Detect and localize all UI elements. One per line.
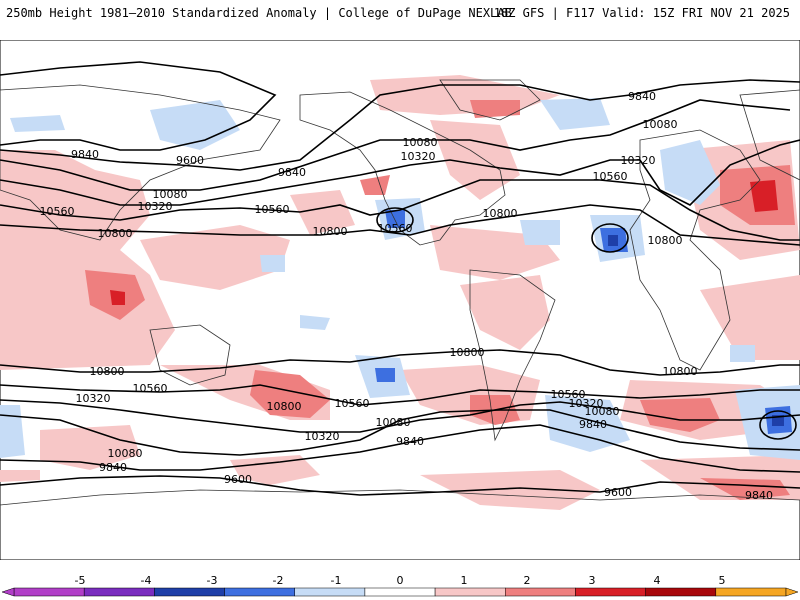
contour-10800-sh xyxy=(0,349,800,376)
colorbar-tick: 4 xyxy=(654,574,661,587)
europe-africa-outline xyxy=(629,129,761,371)
colorbar-cell xyxy=(83,587,155,597)
closed-low-atlantic xyxy=(591,223,629,253)
colorbar-cell xyxy=(154,587,225,597)
colorbar-extend-arrow xyxy=(785,587,799,597)
closed-low-sh-indian xyxy=(759,410,797,440)
colorbar-tick: -2 xyxy=(273,574,284,587)
colorbar-cell xyxy=(715,587,787,597)
contour-label: 10560 xyxy=(378,222,413,235)
contour-label: 10560 xyxy=(255,203,290,216)
contour-label: 10080 xyxy=(376,416,411,429)
contour-label: 10560 xyxy=(551,388,586,401)
contour-label: 10800 xyxy=(98,227,133,240)
north-america-outline xyxy=(299,91,506,246)
colorbar-tick: -3 xyxy=(207,574,218,587)
colorbar-cell xyxy=(645,587,717,597)
contour-10320-sh xyxy=(0,399,800,433)
closed-low-nh-pacific xyxy=(376,207,414,233)
contour-label: 10800 xyxy=(663,365,698,378)
contour-9600-nh xyxy=(0,61,277,151)
contour-label: 10560 xyxy=(593,170,628,183)
contour-10080-sh xyxy=(0,409,800,456)
colorbar-cell xyxy=(13,587,85,597)
contour-label: 10080 xyxy=(153,188,188,201)
colorbar: -5 -4 -3 -2 -1 0 1 2 3 4 5 xyxy=(1,574,799,597)
coastlines xyxy=(0,79,800,506)
height-contours xyxy=(0,61,800,496)
positive-anomaly-strong xyxy=(110,180,778,305)
greenland-outline xyxy=(439,79,541,121)
contour-9600-sh xyxy=(0,475,800,496)
contour-label: 10800 xyxy=(483,207,518,220)
contour-label: 10800 xyxy=(313,225,348,238)
colorbar-cell xyxy=(364,587,436,597)
contour-9840-nh xyxy=(0,79,800,171)
contour-10320-nh xyxy=(0,139,800,206)
colorbar-cell xyxy=(224,587,295,597)
contour-10560-sh xyxy=(0,384,800,406)
contour-label: 10800 xyxy=(450,346,485,359)
contour-label: 10800 xyxy=(648,234,683,247)
contour-label: 10080 xyxy=(108,447,143,460)
colorbar-cell xyxy=(505,587,576,597)
colorbar-ticks: -5 -4 -3 -2 -1 0 1 2 3 4 5 xyxy=(75,574,726,587)
contour-label: 9600 xyxy=(176,154,204,167)
contour-10560-nh xyxy=(0,179,800,241)
contour-label: 9600 xyxy=(604,486,632,499)
contour-label: 10560 xyxy=(40,205,75,218)
colorbar-tick: -4 xyxy=(141,574,152,587)
contour-label: 10800 xyxy=(90,365,125,378)
contour-label: 10080 xyxy=(585,405,620,418)
contour-label: 10080 xyxy=(403,136,438,149)
colorbar-cell xyxy=(575,587,646,597)
contour-label: 10320 xyxy=(569,397,604,410)
contour-9840-sh xyxy=(0,424,800,473)
colorbar-tick: 1 xyxy=(461,574,468,587)
australia-outline xyxy=(149,324,231,386)
south-america-outline xyxy=(469,269,556,442)
contour-label: 10560 xyxy=(133,382,168,395)
anomaly-map: 9840 9600 10080 10320 10560 10800 9840 1… xyxy=(0,40,800,560)
contour-label: 9840 xyxy=(278,166,306,179)
contour-label: 10080 xyxy=(643,118,678,131)
contour-label: 9840 xyxy=(745,489,773,502)
colorbar-tick: 5 xyxy=(719,574,726,587)
colorbar-tick: 3 xyxy=(589,574,596,587)
contour-label: 9840 xyxy=(579,418,607,431)
antarctica-outline xyxy=(0,489,800,506)
contour-10080-nh xyxy=(0,99,791,191)
contour-label: 10320 xyxy=(76,392,111,405)
contour-label: 10800 xyxy=(267,400,302,413)
contour-label: 9840 xyxy=(99,461,127,474)
colorbar-cell xyxy=(294,587,366,597)
contour-10800-nh xyxy=(0,204,800,246)
contour-label: 9840 xyxy=(628,90,656,103)
map-title: 250mb Height 1981–2010 Standardized Anom… xyxy=(6,6,512,20)
contour-label: 9840 xyxy=(396,435,424,448)
colorbar-cells xyxy=(1,587,799,597)
colorbar-cell xyxy=(434,587,506,597)
asia-outline xyxy=(0,84,800,241)
contour-label: 10560 xyxy=(335,397,370,410)
colorbar-extend-arrow xyxy=(1,587,15,597)
colorbar-tick: -1 xyxy=(331,574,342,587)
contour-label: 9600 xyxy=(224,473,252,486)
colorbar-tick: 2 xyxy=(524,574,531,587)
colorbar-tick: -5 xyxy=(75,574,86,587)
contour-label: 10320 xyxy=(621,154,656,167)
contour-labels: 9840 9600 10080 10320 10560 10800 9840 1… xyxy=(40,90,774,502)
contour-label: 10320 xyxy=(305,430,340,443)
contour-label: 10320 xyxy=(138,200,173,213)
colorbar-tick: 0 xyxy=(397,574,404,587)
contour-label: 10320 xyxy=(401,150,436,163)
model-valid-time: 18Z GFS | F117 Valid: 15Z FRI NOV 21 202… xyxy=(493,6,790,20)
contour-label: 9840 xyxy=(71,148,99,161)
